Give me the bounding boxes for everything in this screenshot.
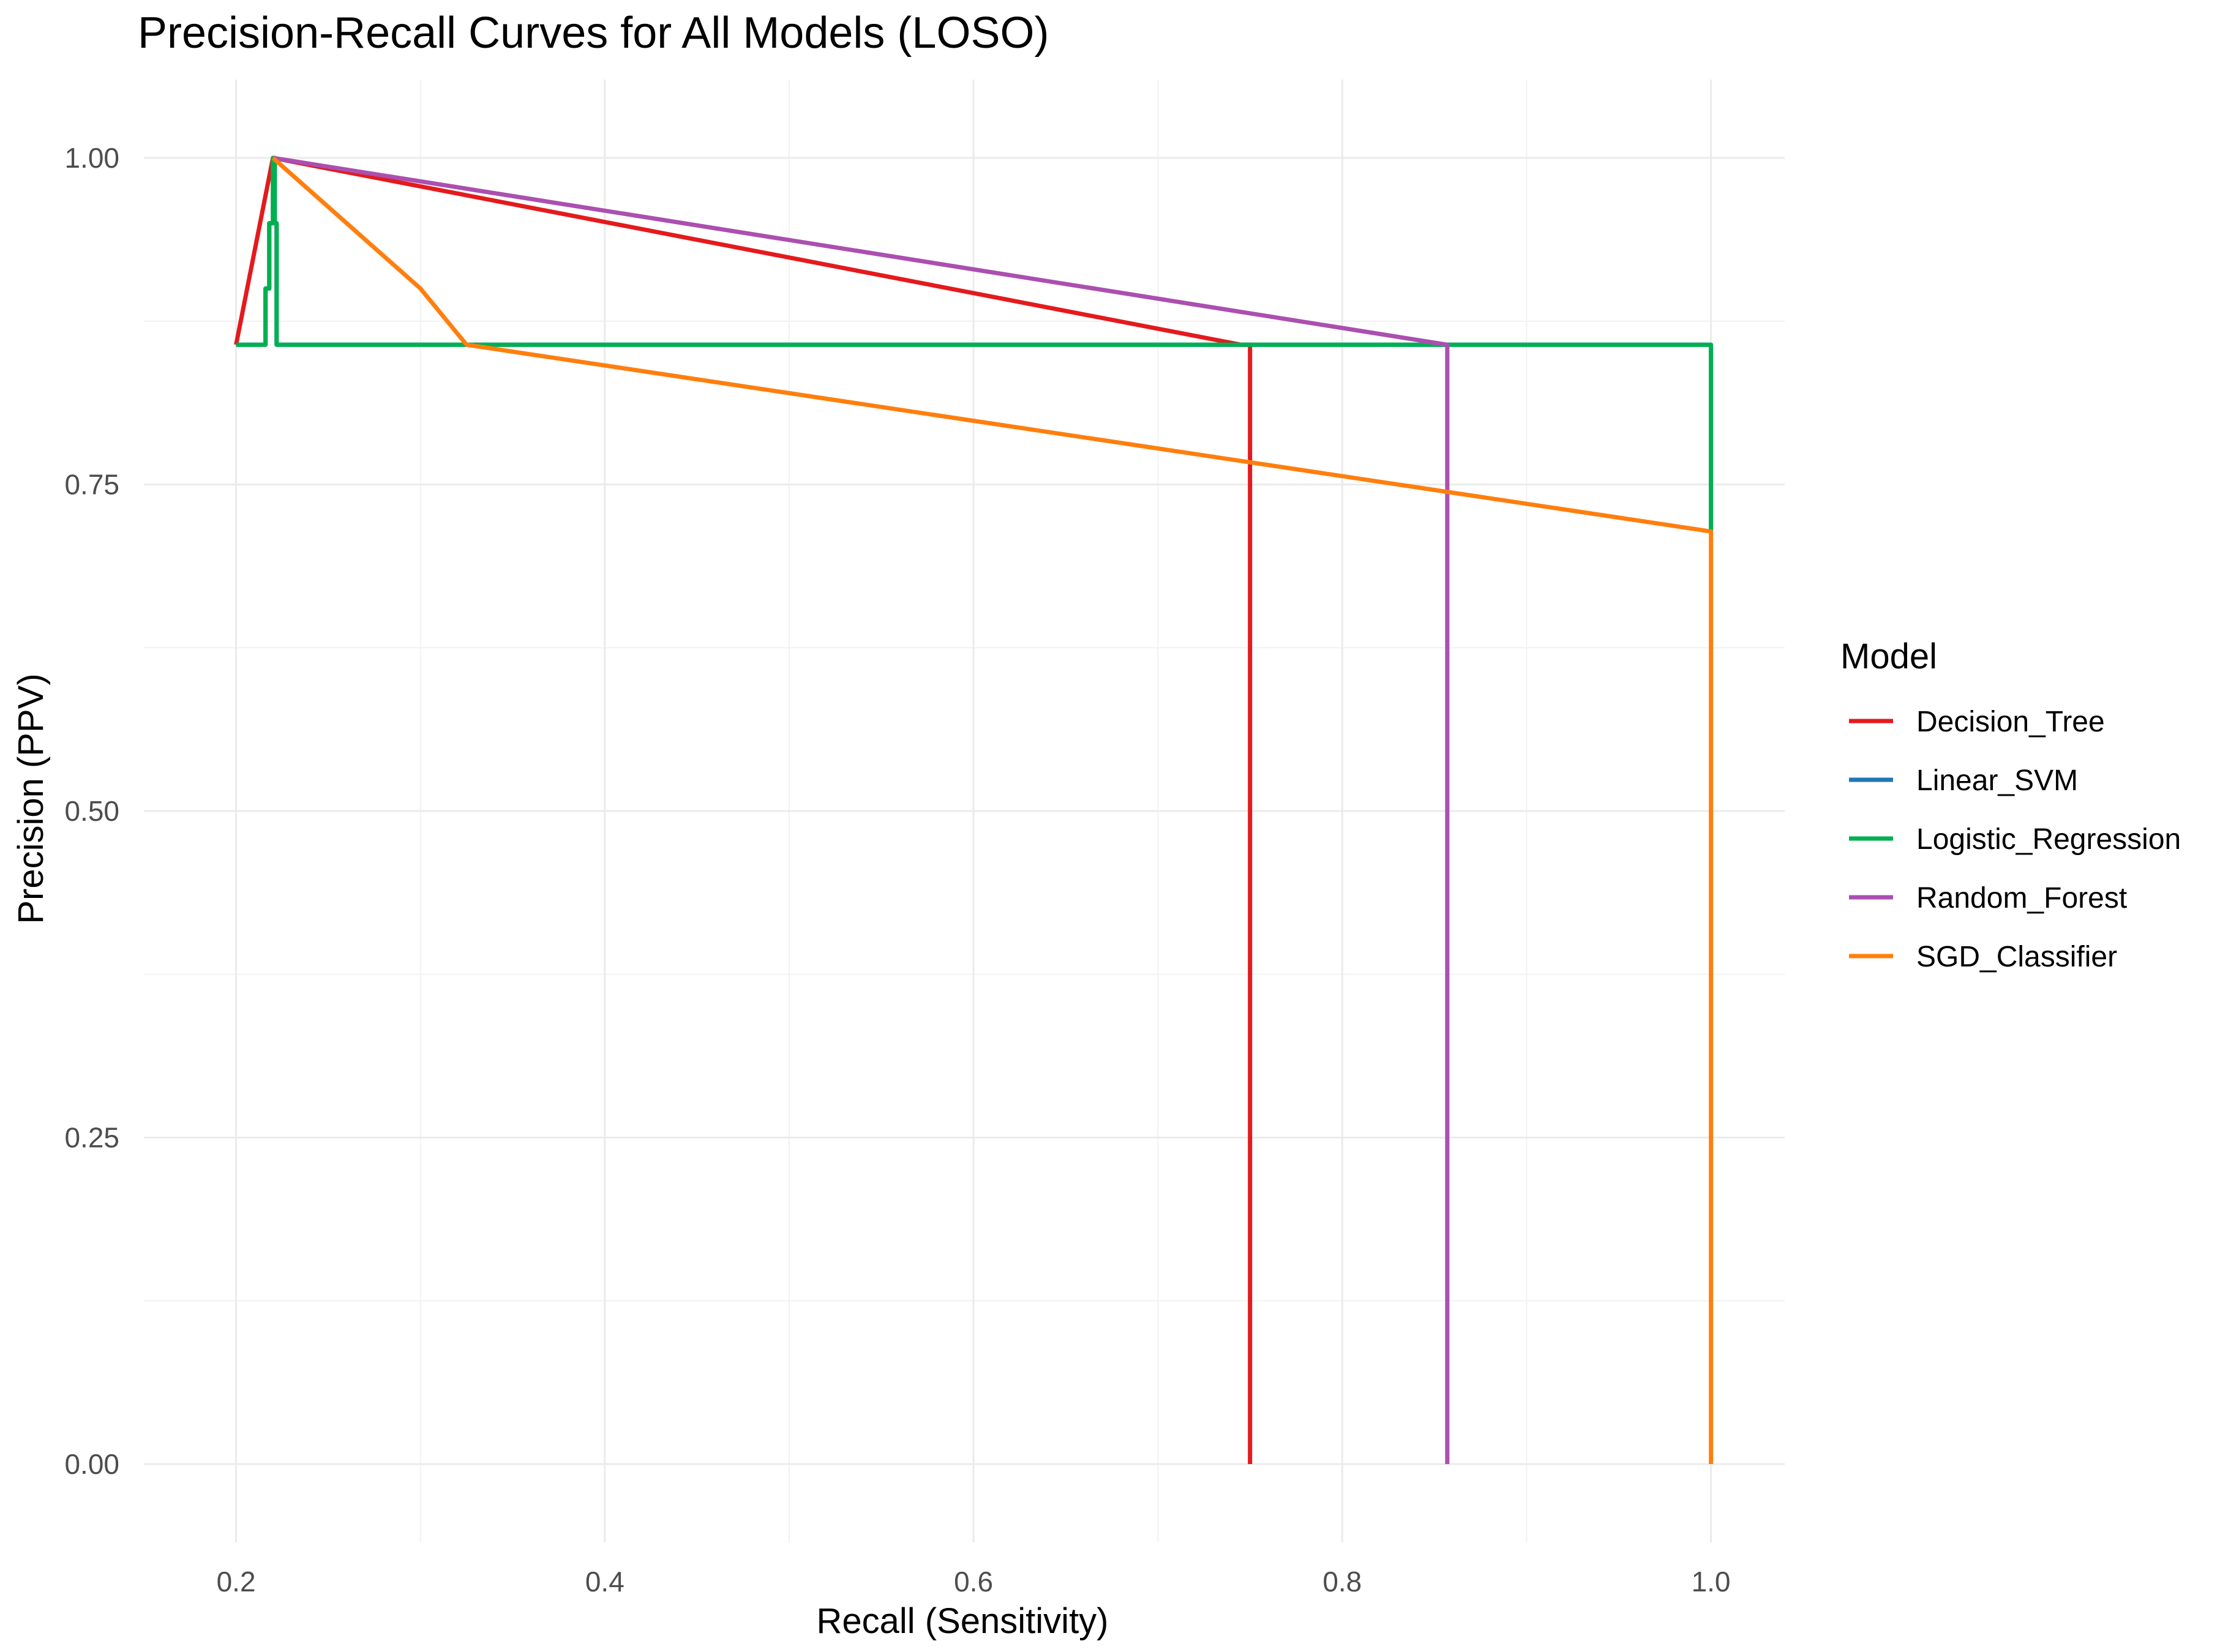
legend-label-decision-tree: Decision_Tree: [1916, 706, 2105, 738]
grid: [144, 80, 1785, 1542]
x-tick-label: 1.0: [1692, 1566, 1731, 1598]
y-tick-label: 1.00: [64, 142, 119, 174]
legend: Model Decision_Tree Linear_SVM Logistic_Re…: [1840, 637, 2181, 973]
x-axis-label: Recall (Sensitivity): [817, 1601, 1109, 1641]
x-tick-label: 0.2: [217, 1566, 256, 1598]
x-tick-label: 0.8: [1322, 1566, 1362, 1598]
y-tick-label: 0.00: [64, 1448, 119, 1480]
legend-label-sgd-classifier: SGD_Classifier: [1916, 941, 2117, 973]
legend-label-random-forest: Random_Forest: [1916, 882, 2127, 914]
legend-title: Model: [1840, 637, 1937, 676]
y-tick-label: 0.25: [64, 1121, 119, 1153]
legend-label-logistic-regression: Logistic_Regression: [1916, 823, 2181, 856]
x-tick-label: 0.4: [585, 1566, 624, 1598]
y-axis-ticks: 0.00 0.25 0.50 0.75 1.00: [64, 142, 119, 1480]
y-tick-label: 0.50: [64, 795, 119, 827]
chart-title: Precision-Recall Curves for All Models (…: [138, 9, 1049, 58]
x-tick-label: 0.6: [954, 1566, 993, 1598]
legend-items: Decision_Tree Linear_SVM Logistic_Regressi…: [1849, 706, 2181, 973]
series-line-sgd-classifier: [271, 156, 1714, 1464]
y-tick-label: 0.75: [64, 469, 119, 501]
legend-label-linear-svm: Linear_SVM: [1916, 764, 2078, 797]
x-axis-ticks: 0.2 0.4 0.6 0.8 1.0: [217, 1566, 1731, 1598]
series-line-random-forest: [272, 155, 1450, 1464]
y-axis-label: Precision (PPV): [11, 673, 51, 924]
series-lines: [234, 155, 1714, 1464]
